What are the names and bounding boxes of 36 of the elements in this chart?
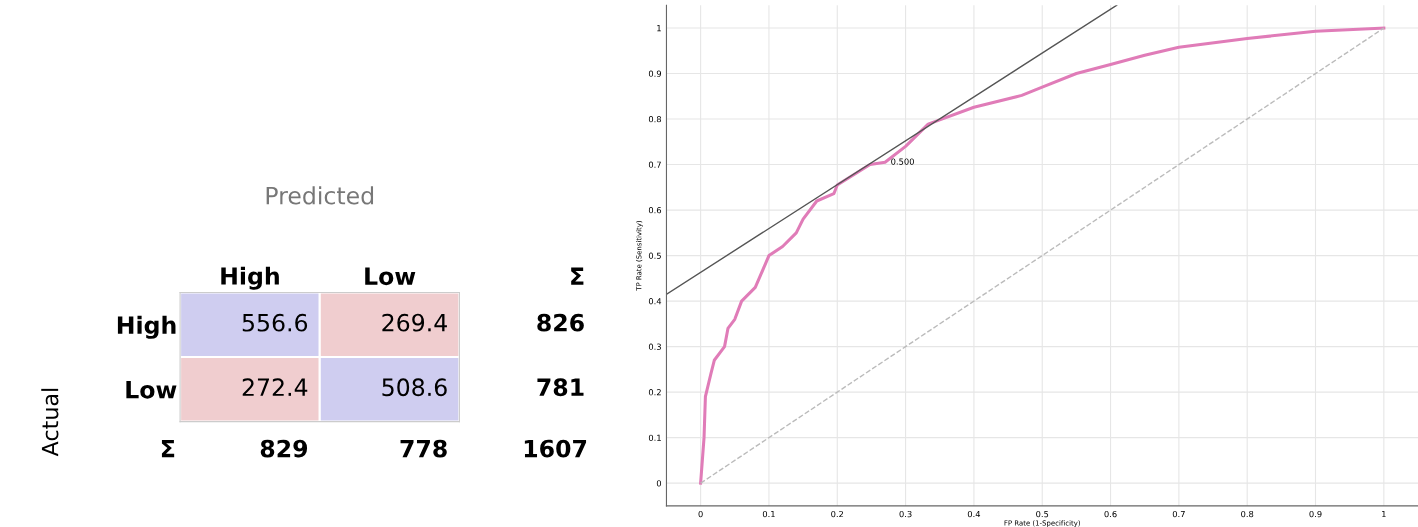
data-label: 272.4 [242, 378, 308, 396]
text: Σ [161, 439, 175, 458]
text: 778 [400, 439, 447, 458]
y-tick-label: 0.2 [648, 389, 661, 396]
y-tick-label: 0.5 [648, 252, 661, 259]
annotation: 0.500 [891, 158, 914, 165]
x-tick-label: 0 [698, 510, 703, 518]
x-tick-label: 1 [1382, 511, 1386, 518]
y-tick-label: 0 [656, 480, 662, 487]
y-tick-label: 0.4 [648, 298, 662, 305]
y-tick-label: 1 [657, 25, 661, 32]
x-tick-label: 0.2 [831, 510, 844, 518]
x-axis-title: Predicted [266, 186, 374, 205]
y-axis-title: Actual [41, 388, 59, 457]
x-tick-label: 0.1 [762, 510, 775, 518]
y2-tick-label: 826 [537, 313, 584, 332]
data-label: 556.6 [242, 313, 308, 332]
text: 1607 [524, 439, 587, 458]
x-tick-label: 0.7 [1172, 510, 1185, 518]
x-tick-label: 0.5 [1036, 510, 1049, 518]
text: 829 [260, 439, 308, 458]
x-tick-label: 0.8 [1241, 510, 1254, 518]
y-tick-label: 0.8 [648, 116, 662, 123]
y-tick-label: 0.7 [648, 161, 661, 168]
y-tick-label: 0.9 [648, 70, 662, 77]
x-tick-label: 0.6 [1104, 510, 1117, 518]
data-label: 269.4 [382, 313, 447, 332]
x-tick-label: 0.3 [899, 510, 912, 518]
x-tick-label: 0.4 [967, 510, 981, 518]
y-tick-label: 0.6 [648, 207, 662, 214]
y-tick-label: 0.3 [648, 343, 661, 350]
data-label: 508.6 [382, 378, 447, 397]
x-tick-label: 0.9 [1309, 510, 1322, 518]
text: Σ [571, 267, 584, 285]
y2-tick-label: 781 [537, 378, 584, 397]
y-tick-label: 0.1 [648, 434, 661, 441]
